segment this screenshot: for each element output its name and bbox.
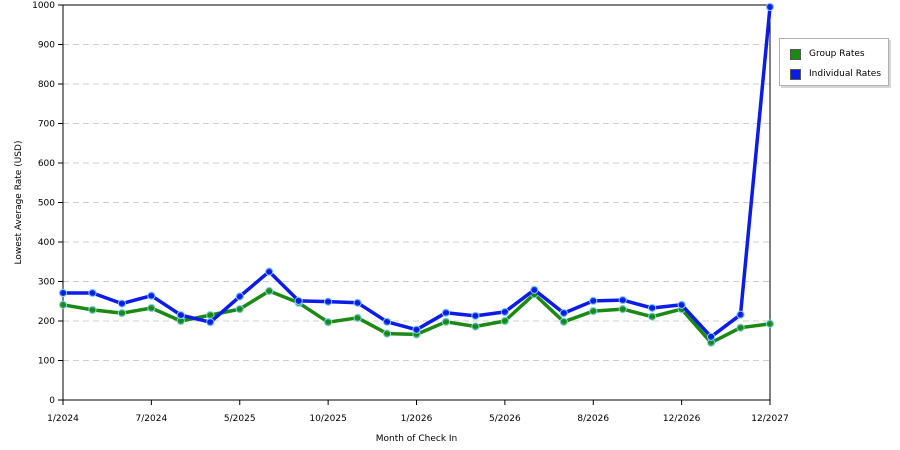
data-point-individual-rates bbox=[559, 309, 568, 318]
data-point-group-rates bbox=[500, 316, 509, 326]
x-tick-label: 10/2025 bbox=[309, 414, 346, 424]
x-axis-title: Month of Check In bbox=[376, 434, 458, 444]
y-tick-label: 400 bbox=[38, 238, 55, 248]
x-tick-label: 7/2024 bbox=[136, 414, 168, 424]
data-point-individual-rates bbox=[471, 311, 480, 320]
data-point-individual-rates bbox=[589, 296, 598, 305]
data-point-individual-rates bbox=[294, 296, 303, 305]
series-group-rates bbox=[58, 286, 775, 347]
y-tick-label: 500 bbox=[38, 199, 55, 209]
data-point-individual-rates bbox=[176, 310, 185, 320]
data-point-group-rates bbox=[382, 329, 392, 338]
data-point-individual-rates bbox=[265, 267, 274, 276]
series-individual-rates bbox=[58, 2, 775, 341]
series-line-individual-rates bbox=[61, 5, 772, 339]
data-point-group-rates bbox=[559, 317, 568, 326]
x-tick-label: 1/2024 bbox=[47, 414, 79, 424]
data-point-group-rates bbox=[58, 300, 68, 309]
data-point-individual-rates bbox=[117, 299, 127, 308]
data-point-individual-rates bbox=[736, 310, 745, 319]
data-point-group-rates bbox=[765, 319, 775, 328]
data-point-individual-rates bbox=[500, 307, 509, 317]
data-point-individual-rates bbox=[58, 288, 68, 298]
y-tick-label: 1000 bbox=[32, 1, 55, 11]
data-point-individual-rates bbox=[412, 325, 421, 334]
x-tick-label: 12/2026 bbox=[663, 414, 701, 424]
data-point-individual-rates bbox=[618, 295, 627, 305]
data-point-individual-rates bbox=[206, 318, 215, 327]
y-axis-title: Lowest Average Rate (USD) bbox=[14, 141, 24, 265]
data-point-group-rates bbox=[648, 312, 657, 321]
data-point-group-rates bbox=[235, 305, 244, 314]
data-point-group-rates bbox=[88, 305, 97, 315]
x-axis-ticks: 1/2024 7/2024 5/2025 10/2025 1/2026 5/2026 8/2… bbox=[47, 400, 789, 424]
data-point-group-rates bbox=[736, 323, 745, 332]
legend: Group Rates Individual Rates bbox=[779, 38, 889, 86]
data-point-group-rates bbox=[589, 307, 598, 316]
data-point-individual-rates bbox=[353, 298, 362, 307]
y-tick-label: 600 bbox=[38, 159, 55, 169]
x-tick-label: 8/2026 bbox=[577, 414, 609, 424]
data-point-group-rates bbox=[147, 303, 156, 313]
y-tick-label: 0 bbox=[49, 396, 55, 406]
grid bbox=[63, 44, 770, 361]
legend-label-individual-rates: Individual Rates bbox=[809, 69, 882, 79]
data-point-group-rates bbox=[471, 322, 480, 331]
data-point-individual-rates bbox=[88, 288, 97, 298]
data-point-group-rates bbox=[618, 305, 627, 314]
x-tick-label: 12/2027 bbox=[751, 414, 788, 424]
legend-item-individual-rates: Individual Rates bbox=[790, 67, 881, 81]
data-point-individual-rates bbox=[706, 332, 716, 341]
data-point-group-rates bbox=[353, 313, 362, 322]
series-layer bbox=[58, 2, 775, 347]
x-tick-label: 1/2026 bbox=[401, 414, 433, 424]
data-point-group-rates bbox=[265, 286, 274, 296]
y-tick-label: 700 bbox=[38, 120, 55, 130]
data-point-individual-rates bbox=[235, 292, 244, 301]
x-tick-label: 5/2025 bbox=[224, 414, 256, 424]
data-point-individual-rates bbox=[677, 300, 686, 309]
legend-label-group-rates: Group Rates bbox=[809, 49, 865, 59]
data-point-group-rates bbox=[324, 318, 333, 327]
legend-swatch-group-rates bbox=[790, 48, 801, 60]
data-point-group-rates bbox=[441, 317, 451, 326]
y-axis-ticks: 0 100 200 300 400 500 600 700 800 900 1000 bbox=[32, 1, 63, 406]
data-point-group-rates bbox=[117, 309, 127, 318]
y-tick-label: 200 bbox=[38, 317, 55, 327]
x-tick-label: 5/2026 bbox=[489, 414, 521, 424]
y-tick-label: 300 bbox=[38, 278, 55, 288]
data-point-individual-rates bbox=[648, 303, 657, 313]
data-point-individual-rates bbox=[530, 285, 539, 294]
y-tick-label: 900 bbox=[38, 41, 55, 51]
legend-item-group-rates: Group Rates bbox=[790, 47, 865, 61]
y-tick-label: 100 bbox=[38, 357, 55, 367]
legend-swatch-individual-rates bbox=[790, 68, 801, 80]
data-point-group-rates bbox=[206, 310, 215, 320]
data-point-individual-rates bbox=[765, 2, 775, 12]
data-point-individual-rates bbox=[382, 317, 392, 326]
y-tick-label: 800 bbox=[38, 80, 55, 90]
data-point-individual-rates bbox=[324, 297, 333, 306]
data-point-individual-rates bbox=[147, 291, 156, 300]
data-point-individual-rates bbox=[441, 308, 451, 317]
